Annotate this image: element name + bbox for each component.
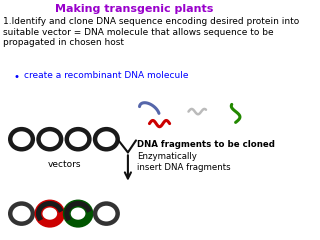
- Text: create a recombinant DNA molecule: create a recombinant DNA molecule: [24, 71, 189, 80]
- Text: vectors: vectors: [48, 160, 81, 168]
- Text: Enzymatically
insert DNA fragments: Enzymatically insert DNA fragments: [137, 152, 231, 172]
- Text: DNA fragments to be cloned: DNA fragments to be cloned: [137, 140, 275, 149]
- Text: Making transgenic plants: Making transgenic plants: [55, 4, 214, 14]
- Text: 1.Identify and clone DNA sequence encoding desired protein into
suitable vector : 1.Identify and clone DNA sequence encodi…: [3, 17, 299, 47]
- Text: •: •: [13, 72, 20, 82]
